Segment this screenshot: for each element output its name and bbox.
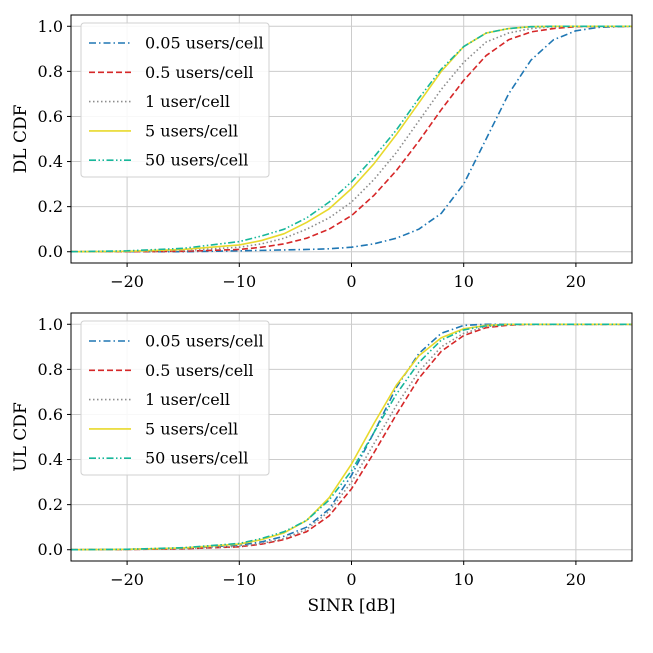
y-tick-label: 0.8 [38,360,63,379]
y-tick-label: 0.6 [38,107,63,126]
x-axis-label: SINR [dB] [307,596,395,616]
y-tick-label: 1.0 [38,315,63,334]
legend-box [80,320,270,476]
dl-cdf-panel: −20 −10 0 10 20 0.0 0.2 0.4 0.6 0.8 1.0 DL CDF 0.05 … [11,14,633,291]
legend-label-4: 50 users/cell [145,449,248,468]
y-tick-label: 0.8 [38,62,63,81]
x-tick-label: 20 [566,570,586,589]
series-line-4 [70,25,632,253]
series-line-0 [71,25,633,253]
x-tick-label: 0 [346,570,356,589]
series-line-1 [70,323,632,551]
x-tick-label: −20 [110,272,144,291]
legend-label-3: 5 users/cell [145,121,238,140]
x-tick-label: −20 [110,570,144,589]
legend: 0.05 users/cell 0.5 users/cell 1 user/cell… [80,22,270,178]
y-tick-label: 0.0 [38,242,63,261]
legend: 0.05 users/cell 0.5 users/cell 1 user/cell… [80,320,270,476]
legend-label-1: 0.5 users/cell [145,63,253,82]
legend-label-2: 1 user/cell [145,390,230,409]
ul-cdf-panel: −20 −10 0 10 20 0.0 0.2 0.4 0.6 0.8 1.0 UL CDF SINR … [11,312,633,616]
y-tick-label: 0.0 [38,540,63,559]
legend-label-1: 0.5 users/cell [145,361,253,380]
y-tick-label: 0.4 [38,152,63,171]
legend-label-2: 1 user/cell [145,92,230,111]
x-tick-label: 20 [566,272,586,291]
legend-label-0: 0.05 users/cell [145,332,264,351]
y-tick-label: 0.2 [38,495,63,514]
x-tick-label: 10 [454,570,474,589]
plot-area [70,312,633,562]
y-tick-label: 0.4 [38,450,63,469]
series-line-1 [71,25,632,253]
series-line-4 [70,323,632,551]
legend-label-3: 5 users/cell [145,419,238,438]
y-axis-label: UL CDF [11,402,31,472]
legend-label-4: 50 users/cell [145,151,248,170]
y-tick-label: 0.2 [38,197,63,216]
x-tick-label: −10 [222,570,256,589]
legend-label-0: 0.05 users/cell [145,34,264,53]
x-tick-label: 10 [454,272,474,291]
y-axis-label: DL CDF [11,104,31,173]
legend-box [80,22,270,178]
y-tick-label: 0.6 [38,405,63,424]
x-tick-label: 0 [346,272,356,291]
x-tick-label: −10 [222,272,256,291]
y-tick-label: 1.0 [38,17,63,36]
